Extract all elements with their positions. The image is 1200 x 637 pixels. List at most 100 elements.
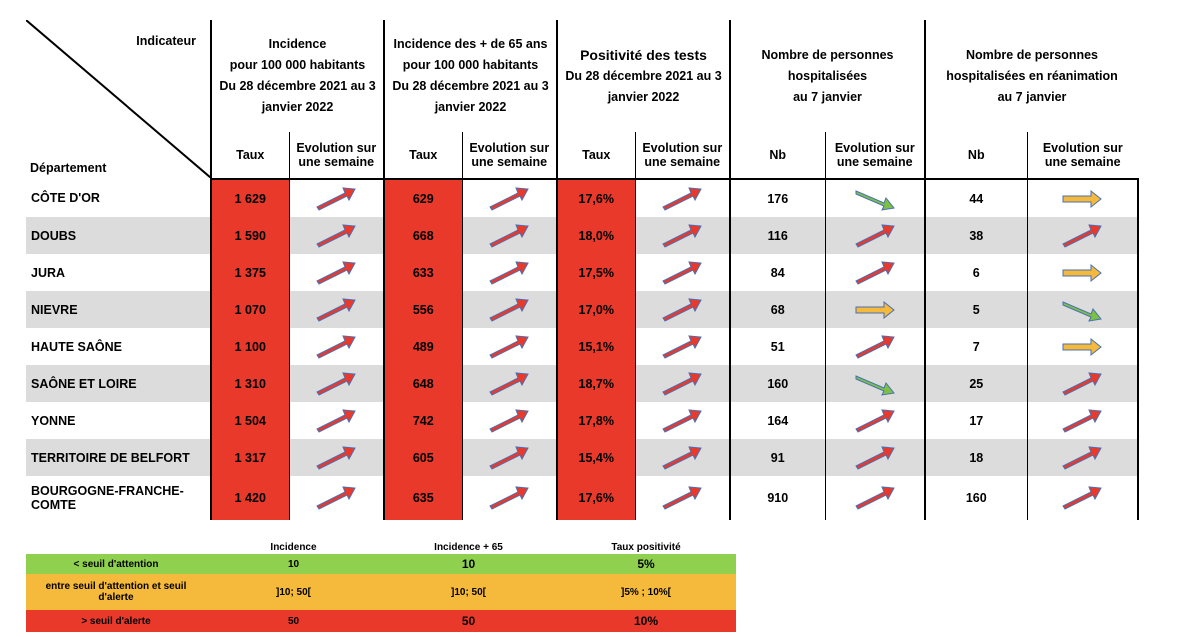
up-red-arrow-icon <box>662 223 703 248</box>
departement-name: HAUTE SAÔNE <box>31 339 122 354</box>
table-row: CÔTE D'OR 1 629 629 17,6% 176 44 <box>26 179 1140 217</box>
incidence-evol <box>288 439 384 476</box>
positivite-header: Positivité des tests Du 28 décembre 2021 … <box>556 20 730 132</box>
departement-label: Département <box>30 161 107 175</box>
hosp-nb: 68 <box>729 291 825 328</box>
up-red-arrow-icon <box>855 334 895 359</box>
up-red-arrow-icon <box>489 445 530 470</box>
departement-name: DOUBS <box>26 217 211 254</box>
incidence65-taux: 742 <box>383 402 462 439</box>
up-red-arrow-icon <box>855 486 895 510</box>
incidence65-evol <box>461 217 557 254</box>
positivite-taux: 17,0% <box>556 291 635 328</box>
incidence-evol <box>288 402 384 439</box>
incidence65-evol <box>461 328 557 365</box>
incidence-taux: 1 317 <box>210 439 289 476</box>
hosp-evol <box>824 365 926 402</box>
positivite-taux: 15,1% <box>556 328 635 365</box>
hosp-nb: 116 <box>729 217 825 254</box>
hosp-evol <box>824 217 926 254</box>
up-red-arrow-icon <box>662 297 703 322</box>
rea-evol <box>1026 476 1140 520</box>
incidence-taux: 1 070 <box>210 291 289 328</box>
up-red-arrow-icon <box>316 408 357 433</box>
rea-evol <box>1026 217 1140 254</box>
positivite-evol <box>634 365 730 402</box>
legend-header: Incidence <box>270 541 317 553</box>
incidence65-taux: 633 <box>383 254 462 291</box>
table-row: TERRITOIRE DE BELFORT 1 317 605 15,4% 91 18 <box>26 439 1140 476</box>
incidence65-evol <box>461 291 557 328</box>
incidence-evol <box>288 291 384 328</box>
up-red-arrow-icon <box>316 334 357 359</box>
legend-row-between: entre seuil d'attention et seuil d'alerte… <box>26 574 736 610</box>
incidence-taux: 1 504 <box>210 402 289 439</box>
covid-indicators-table: Indicateur Département Incidence pour 100… <box>26 20 1140 520</box>
legend-row-alerte: > seuil d'alerte 50 50 10% <box>26 610 736 632</box>
positivite-evol <box>634 328 730 365</box>
incidence65-evol <box>461 402 557 439</box>
up-red-arrow-icon <box>1062 486 1103 510</box>
nb-subheader: Nb <box>924 132 1028 180</box>
up-red-arrow-icon <box>316 371 357 396</box>
up-red-arrow-icon <box>662 186 703 211</box>
down-green-arrow-icon <box>855 189 895 211</box>
up-red-arrow-icon <box>489 260 530 285</box>
indicateur-label: Indicateur <box>136 34 196 48</box>
positivite-evol <box>634 291 730 328</box>
legend-header <box>26 540 206 554</box>
rea-evol <box>1026 365 1140 402</box>
legend-row-attention: < seuil d'attention 10 10 5% <box>26 554 736 574</box>
evol-subheader: Evolution sur une semaine <box>824 132 926 180</box>
incidence-evol <box>288 217 384 254</box>
positivite-taux: 18,0% <box>556 217 635 254</box>
hosp-evol <box>824 179 926 217</box>
up-red-arrow-icon <box>489 223 530 248</box>
departement-name: BOURGOGNE-FRANCHE- COMTE <box>31 484 184 512</box>
incidence-evol <box>288 365 384 402</box>
hosp-evol <box>824 439 926 476</box>
hosp-nb: 164 <box>729 402 825 439</box>
up-red-arrow-icon <box>662 260 703 285</box>
table-row: YONNE 1 504 742 17,8% 164 17 <box>26 402 1140 439</box>
hosp-nb: 176 <box>729 179 825 217</box>
up-red-arrow-icon <box>316 486 357 510</box>
departement-name: YONNE <box>31 413 76 428</box>
incidence-evol <box>288 328 384 365</box>
incidence65-taux: 668 <box>383 217 462 254</box>
down-green-arrow-icon <box>855 374 895 396</box>
incidence-evol <box>288 179 384 217</box>
taux-subheader: Taux <box>556 132 635 180</box>
positivite-taux: 17,6% <box>556 179 635 217</box>
rea-evol <box>1026 328 1140 365</box>
incidence65-evol <box>461 365 557 402</box>
incidence65-taux: 629 <box>383 179 462 217</box>
hosp-evol <box>824 328 926 365</box>
up-red-arrow-icon <box>662 445 703 470</box>
up-red-arrow-icon <box>855 260 895 285</box>
up-red-arrow-icon <box>662 334 703 359</box>
rea-nb: 18 <box>924 439 1028 476</box>
departement-name: JURA <box>31 265 66 280</box>
incidence65-taux: 635 <box>383 476 462 520</box>
legend-header: Incidence + 65 <box>434 541 503 553</box>
flat-yellow-arrow-icon <box>1062 263 1103 282</box>
evol-subheader: Evolution sur une semaine <box>288 132 384 180</box>
incidence65-header: Incidence des + de 65 ans pour 100 000 ha… <box>383 20 557 132</box>
up-red-arrow-icon <box>662 371 703 396</box>
table-row: BOURGOGNE-FRANCHE- COMTE 1 420 635 17,6% 910 1… <box>26 476 1140 520</box>
up-red-arrow-icon <box>316 297 357 322</box>
positivite-evol <box>634 476 730 520</box>
table-row: DOUBS 1 590 668 18,0% 116 38 <box>26 217 1140 254</box>
up-red-arrow-icon <box>489 297 530 322</box>
departement-name: CÔTE D'OR <box>31 191 100 205</box>
up-red-arrow-icon <box>489 371 530 396</box>
rea-nb: 25 <box>924 365 1028 402</box>
incidence-evol <box>288 254 384 291</box>
positivite-evol <box>634 402 730 439</box>
positivite-taux: 17,5% <box>556 254 635 291</box>
rea-evol <box>1026 291 1140 328</box>
up-red-arrow-icon <box>316 260 357 285</box>
rea-nb: 44 <box>924 179 1028 217</box>
up-red-arrow-icon <box>662 486 703 510</box>
